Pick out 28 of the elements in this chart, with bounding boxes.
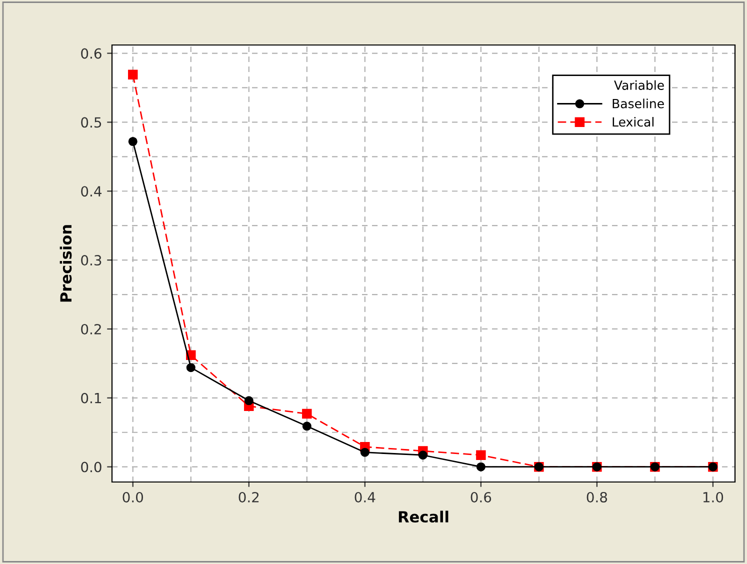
x-tick-label: 0.8 [586,492,608,502]
y-tick-label: 0.2 [81,324,101,334]
y-tick-label: 0.1 [81,392,101,404]
y-tick-label: 0.4 [81,186,102,197]
point [476,462,486,472]
x-tick-label: 1.0 [703,492,724,502]
x-tick-label: 0.4 [354,492,376,502]
point [476,450,486,460]
point [360,448,370,457]
point [128,70,138,80]
x-tick-label: 0.6 [470,492,492,502]
point [186,363,196,372]
point [244,396,254,406]
legend-label: Baseline [612,98,664,108]
y-tick-label: 0.0 [81,462,102,472]
y-axis-title: Precision [60,225,72,302]
x-tick-label: 0.2 [238,492,259,502]
point [302,422,312,431]
y-tick-label: 0.3 [81,255,102,266]
point [302,408,312,419]
y-tick-label: 0.5 [81,117,102,128]
y-tick-label: 0.6 [81,48,102,59]
point [418,450,428,460]
x-tick-label: 0.0 [122,492,144,502]
legend-label: Lexical [612,116,654,127]
point [128,136,138,146]
x-axis-title: Recall [398,510,448,523]
legend-title: Variable [614,80,664,90]
